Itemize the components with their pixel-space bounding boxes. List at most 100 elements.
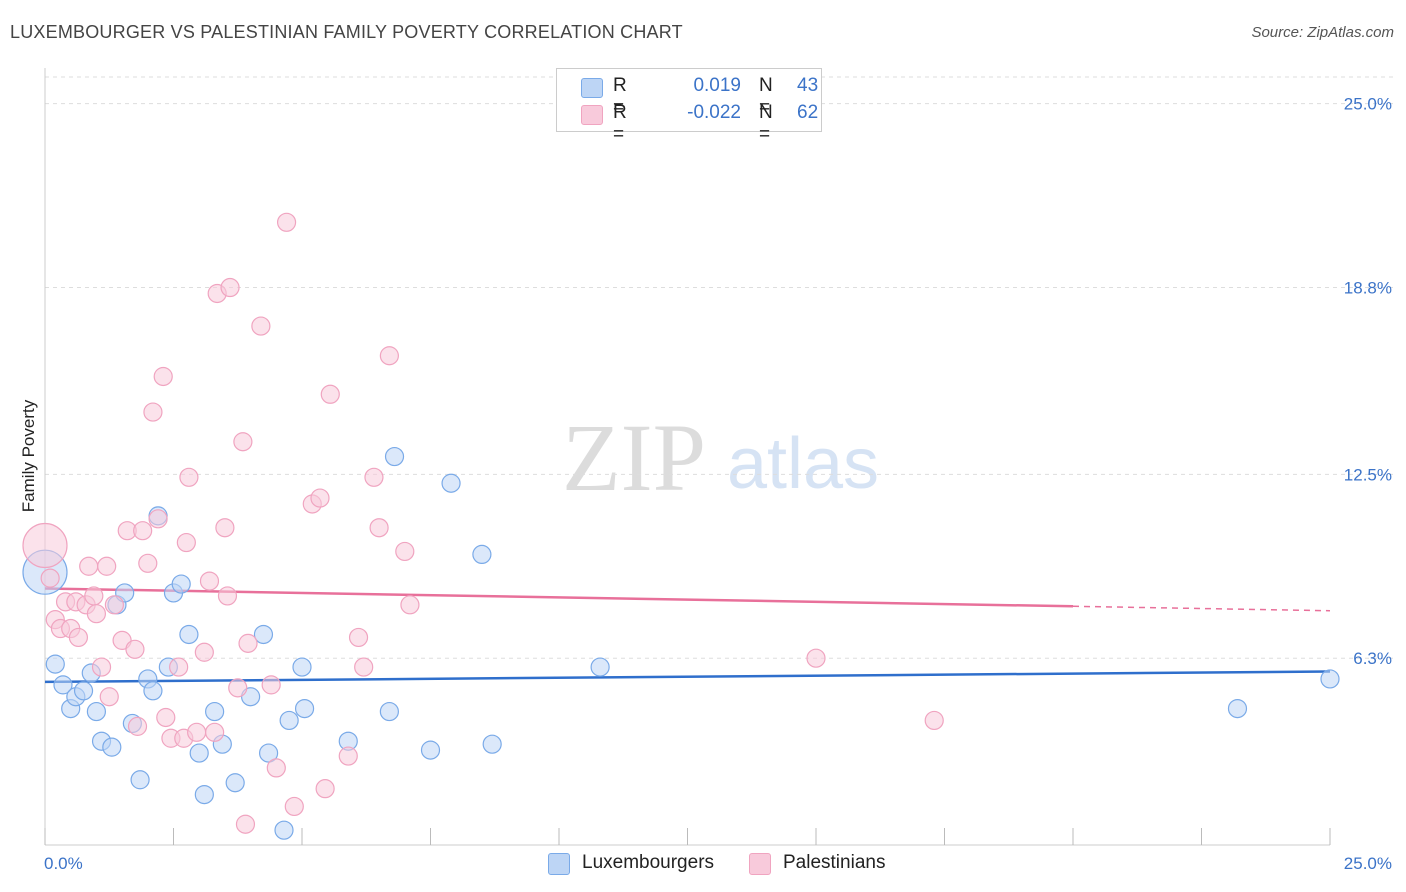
palestinian-point [348,627,369,648]
luxembourger-point [441,473,461,493]
palestinian-trend-extension [1072,605,1331,612]
palestinian-point [125,639,145,659]
luxembourger-point [384,446,405,467]
palestinian-point [261,675,281,695]
series-luxembourgers [22,446,1340,840]
palestinian-point [266,758,286,778]
series-palestinians [22,212,944,834]
palestinian-point [176,532,196,553]
palestinian-point [217,586,238,606]
palestinian-point [315,779,335,799]
luxembourger-point [1227,698,1248,719]
luxembourger-point [590,657,610,677]
watermark: ZIP atlas [562,404,879,511]
luxembourger-point [73,681,94,701]
r-label: R = [613,75,627,118]
luxembourger-point [53,675,73,695]
luxembourger-point [194,784,214,805]
luxembourgers-legend-swatch [548,853,570,875]
palestinian-point [86,604,107,624]
chart-title: LUXEMBOURGER VS PALESTINIAN FAMILY POVER… [10,22,683,42]
palestinian-point [228,678,248,698]
palestinian-point [338,746,358,766]
palestinian-point [97,556,117,576]
palestinian-point [138,553,158,573]
r-value: -0.022 [687,102,741,123]
palestinian-point [104,595,124,615]
palestinian-point [233,432,253,452]
luxembourger-point [253,624,274,645]
n-label: N = [759,102,773,145]
palestinian-point [276,212,297,232]
x-tick-label-min: 0.0% [44,854,83,873]
palestinian-point [369,518,389,538]
y-tick-label: 25.0% [1344,95,1392,114]
legend-label: Luxembourgers [582,852,715,873]
palestinian-point [127,716,148,736]
palestinian-point [84,586,104,606]
luxembourger-point [482,734,502,754]
x-tick-label-max: 25.0% [1344,854,1392,873]
y-tick-label: 18.8% [1344,279,1392,298]
luxembourger-point [420,740,441,760]
palestinian-point [153,366,173,387]
palestinian-point [199,571,220,591]
luxembourger-point [279,710,299,731]
palestinians-legend-swatch [749,853,771,875]
chart-source: Source: ZipAtlas.com [1251,24,1394,41]
palestinian-trend-line [44,587,1074,608]
luxembourger-point [205,701,225,722]
luxembourger-point [189,743,209,763]
palestinian-point [284,796,304,817]
palestinian-point [143,402,163,422]
y-axis-title: Family Poverty [19,399,38,512]
palestinian-point [179,467,199,487]
palestinian-point [148,509,168,529]
luxembourger-point [45,654,65,674]
palestinian-point [364,467,384,487]
palestinian-point [133,521,153,541]
r-label: R = [613,102,627,145]
luxembourger-point [130,770,150,790]
palestinian-point [310,488,330,508]
palestinian-point [806,648,826,668]
luxembourger-point [179,624,199,645]
luxembourger-point [472,544,492,565]
luxembourger-point [225,773,245,793]
luxembourger-point [379,701,399,722]
luxembourger-point [86,701,107,722]
luxembourger-point [292,657,312,677]
luxembourger-point [171,574,191,594]
luxembourger-point [1320,669,1340,689]
watermark-zip: ZIP [562,404,706,511]
luxembourger-point [274,820,294,840]
palestinian-point [235,814,256,834]
n-value: 62 [797,102,819,123]
palestinian-point [79,556,99,576]
palestinian-point [395,541,415,562]
n-label: N = [759,75,773,118]
palestinian-point [220,277,240,298]
palestinian-point [22,522,68,569]
palestinian-point [187,722,207,742]
palestinian-point [379,346,399,366]
correlation-legend: R = 0.019 N = 43 R = -0.022 N = 62 [556,68,822,145]
palestinian-point [40,568,60,588]
palestinian-point [251,316,271,336]
palestinian-point [68,627,89,648]
palestinian-point [194,642,214,662]
palestinian-point [156,707,176,728]
legend-label: Palestinians [783,852,886,873]
palestinian-point [400,595,420,615]
palestinian-point [91,657,112,677]
luxembourger-point [258,743,279,763]
y-tick-label: 6.3% [1353,649,1392,668]
palestinians-swatch [581,105,603,125]
watermark-atlas: atlas [727,424,879,504]
palestinian-point [354,657,374,677]
palestinian-point [169,657,189,677]
palestinian-point [99,687,119,707]
palestinian-point [215,518,235,538]
luxembourger-trend-line [44,670,1331,684]
